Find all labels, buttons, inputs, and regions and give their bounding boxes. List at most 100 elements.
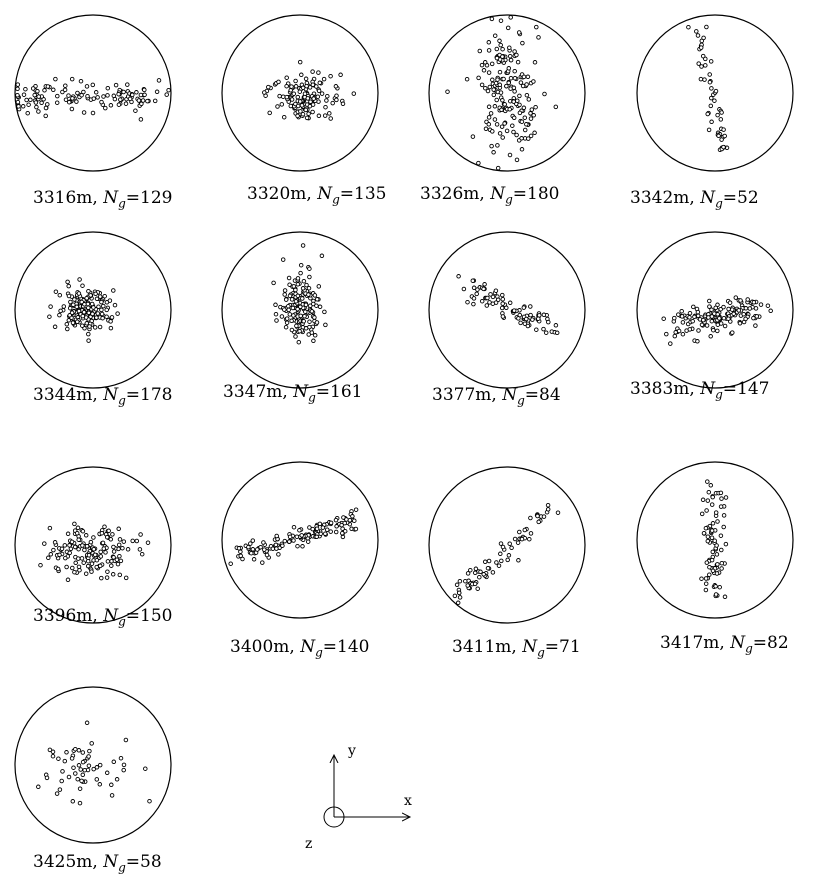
grain-point [708,59,714,64]
grain-point [102,293,107,299]
grain-point [271,280,276,286]
grain-point [704,24,709,30]
grain-point [309,309,315,314]
stereonet-3320 [221,14,379,172]
z-axis-label: z [305,836,312,852]
grain-point [491,150,496,155]
stereonet-panel-3320: 3320m, Ng=135 [215,8,386,206]
grain-point [482,559,488,565]
grain-point [293,287,298,293]
grain-point [487,84,493,90]
grain-point [70,799,76,804]
grain-point [112,302,118,308]
grain-point [717,584,722,590]
grain-point [721,513,727,518]
grain-point [709,119,714,125]
grain-point [751,300,757,305]
grain-point [21,92,27,97]
grain-point [487,300,492,305]
grain-point [300,243,306,248]
grain-point [314,534,319,540]
grain-point [495,143,500,148]
grain-point [279,314,285,319]
grain-point [490,129,495,134]
stereonet-3326 [428,14,586,172]
caption-ng-sub: g [118,393,126,408]
grain-point [64,321,70,327]
grain-point [101,303,106,309]
grain-point [251,557,257,562]
grain-point [528,304,533,309]
grain-point [110,572,116,577]
grain-point [81,560,86,565]
grain-point [48,552,54,557]
grain-point [736,308,742,313]
grain-point [101,546,107,551]
stereonet-3417 [636,461,794,619]
grain-point [510,123,515,128]
grain-point [63,97,69,102]
grain-point [80,772,86,778]
grain-point [719,496,724,501]
grain-point [314,320,320,325]
grain-point [743,316,748,322]
stereonet-3347 [221,231,379,389]
grain-point [718,117,724,122]
grain-point [303,326,309,331]
grain-point [288,88,293,93]
grain-point [81,110,87,115]
grain-point [524,92,530,98]
grain-point [108,537,114,542]
grain-point [91,546,97,552]
grain-point [309,330,315,335]
stereonet-panel-3417: 3417m, Ng=82 [630,455,800,655]
grain-point [291,538,296,543]
grain-point [713,305,718,311]
grain-point [498,18,504,23]
grain-point [293,84,299,89]
grain-point [518,80,524,85]
grain-point [502,121,507,126]
grain-point [69,310,75,315]
grain-point [721,304,726,310]
grain-point [295,113,300,119]
grain-point [536,35,541,40]
caption-3326: 3326m, Ng=180 [420,184,560,207]
grain-point [541,514,547,519]
grain-point [238,553,243,559]
grain-point [709,535,715,540]
grain-point [73,746,78,752]
grain-point [310,109,315,115]
grain-point [319,91,325,96]
grain-point [468,567,473,573]
grain-point [125,82,130,87]
grain-point [710,549,716,555]
grain-point [110,532,115,537]
grain-point [317,521,323,527]
grain-point [77,786,83,791]
grain-point [471,296,477,301]
grain-point [696,328,701,333]
grain-point [491,92,497,98]
grain-point [261,540,266,545]
grain-point [334,93,339,98]
grain-point [57,787,63,792]
grain-point [73,560,78,566]
grain-point [316,70,321,75]
caption-ng-sub: g [745,641,753,656]
grain-point [339,522,344,528]
grain-point [743,306,749,311]
grain-point [38,562,43,568]
grain-point [115,561,121,567]
grain-point [338,72,343,78]
grain-point [305,539,311,544]
grain-point [54,791,60,796]
grain-point [83,533,89,538]
grain-point [281,114,287,120]
grain-point [497,82,503,88]
grain-point [274,533,279,539]
grain-point [108,325,114,331]
grain-point [333,529,339,535]
grain-point [342,528,348,534]
grain-point [72,297,77,302]
